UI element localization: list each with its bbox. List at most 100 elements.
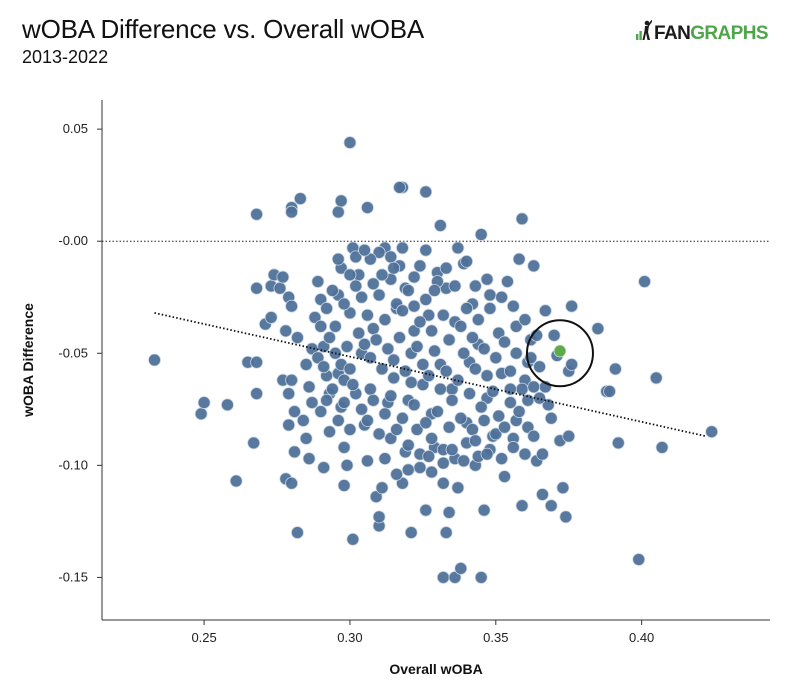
data-point xyxy=(474,228,488,241)
data-point xyxy=(285,373,299,387)
data-point xyxy=(611,436,625,450)
data-point xyxy=(547,328,561,342)
data-point xyxy=(311,351,325,365)
data-point xyxy=(705,425,719,439)
data-point xyxy=(428,344,441,358)
data-point xyxy=(361,308,374,322)
data-point xyxy=(425,324,439,338)
data-point xyxy=(439,526,453,539)
data-point xyxy=(401,284,415,297)
data-point xyxy=(340,458,354,472)
data-point xyxy=(431,405,444,418)
data-point xyxy=(401,438,415,452)
data-point xyxy=(291,526,304,539)
data-point xyxy=(340,340,354,353)
data-point xyxy=(433,219,447,232)
chart-subtitle: 2013-2022 xyxy=(22,47,109,67)
data-point xyxy=(477,342,491,356)
data-point xyxy=(468,362,482,376)
data-point xyxy=(468,279,482,293)
data-point xyxy=(343,362,357,376)
data-point xyxy=(544,499,558,513)
data-point xyxy=(436,308,450,322)
data-point xyxy=(466,423,479,436)
data-point xyxy=(282,387,296,401)
data-point xyxy=(638,275,651,288)
data-point xyxy=(477,503,491,517)
data-point xyxy=(454,562,468,575)
data-point xyxy=(390,423,404,436)
data-point xyxy=(337,441,351,454)
data-point xyxy=(480,369,494,383)
data-point xyxy=(445,443,459,457)
data-point xyxy=(349,250,363,264)
data-point xyxy=(527,259,541,273)
data-point xyxy=(311,275,325,288)
data-point xyxy=(495,290,509,304)
x-axis-label: Overall wOBA xyxy=(389,661,482,677)
data-point xyxy=(363,382,377,396)
data-point xyxy=(282,418,296,432)
data-point xyxy=(591,322,605,336)
data-point xyxy=(326,284,339,297)
data-point xyxy=(649,371,663,385)
x-tick-label: 0.35 xyxy=(483,630,508,645)
data-point xyxy=(445,393,459,407)
data-point xyxy=(396,411,409,425)
data-point xyxy=(396,476,409,490)
data-points xyxy=(148,136,719,584)
data-point xyxy=(378,452,392,466)
data-point xyxy=(655,441,669,454)
data-point xyxy=(320,302,334,315)
data-point xyxy=(565,358,579,371)
data-point xyxy=(425,465,439,479)
data-point xyxy=(404,526,418,539)
data-point xyxy=(387,371,401,385)
data-point xyxy=(372,427,386,441)
data-point xyxy=(229,474,243,488)
data-point xyxy=(390,467,404,481)
data-point xyxy=(442,506,456,519)
data-point xyxy=(343,268,357,282)
data-point xyxy=(366,393,380,407)
data-point xyxy=(521,420,535,434)
data-point xyxy=(372,510,386,524)
data-point xyxy=(489,427,503,441)
data-point xyxy=(346,532,360,546)
data-point xyxy=(404,376,418,389)
data-point xyxy=(410,340,424,353)
data-point xyxy=(331,414,345,427)
data-point xyxy=(503,396,517,409)
data-point xyxy=(323,331,336,344)
data-point xyxy=(285,299,299,313)
data-point xyxy=(608,362,622,376)
data-point xyxy=(363,252,377,266)
data-point xyxy=(486,384,500,398)
data-point xyxy=(419,185,433,199)
data-point xyxy=(468,434,482,448)
data-point xyxy=(276,270,290,284)
data-point xyxy=(363,351,377,365)
x-tick-label: 0.30 xyxy=(337,630,362,645)
data-point xyxy=(503,382,517,396)
data-point xyxy=(302,380,316,394)
data-point xyxy=(448,279,462,293)
data-point xyxy=(460,302,474,315)
data-point xyxy=(483,288,497,302)
data-point xyxy=(366,322,380,336)
data-point xyxy=(387,353,401,367)
data-point xyxy=(279,324,293,338)
data-point xyxy=(264,311,278,324)
data-point xyxy=(503,364,517,378)
data-point xyxy=(349,279,363,293)
data-point xyxy=(474,400,488,414)
data-point xyxy=(501,275,514,288)
batter-icon xyxy=(636,20,653,48)
data-point xyxy=(299,432,313,445)
data-point xyxy=(506,299,520,313)
y-tick-label: -0.10 xyxy=(58,457,88,472)
data-point xyxy=(407,270,421,284)
data-point xyxy=(317,360,331,374)
data-point xyxy=(463,387,476,401)
data-point xyxy=(337,396,351,409)
